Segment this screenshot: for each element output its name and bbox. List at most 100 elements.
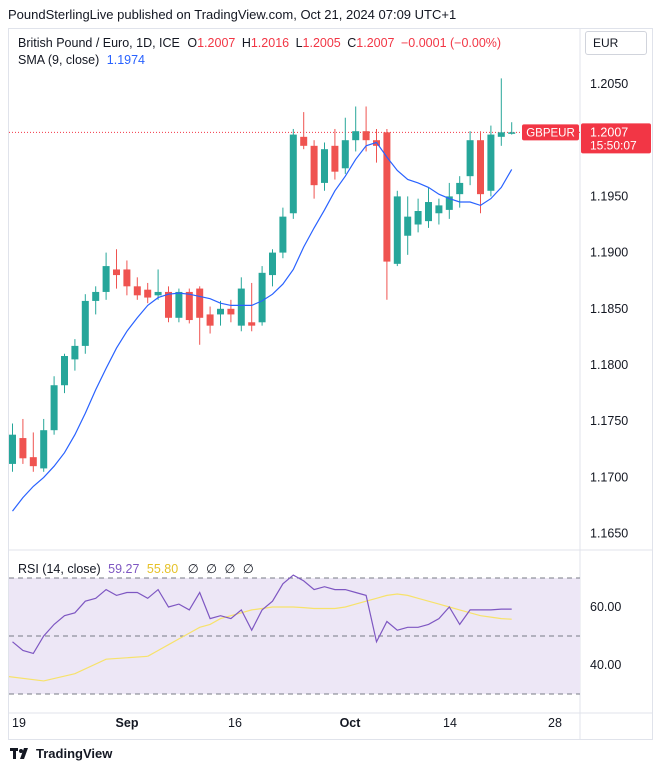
candle-body [9, 434, 16, 464]
sma-value: 1.1974 [106, 53, 145, 67]
candle-body [206, 314, 214, 326]
candle-body [144, 289, 152, 298]
candle-body [258, 272, 266, 323]
close-value: 1.2007 [356, 36, 395, 50]
low-value: 1.2005 [302, 36, 341, 50]
candle-body [445, 196, 453, 210]
ohlc-legend: British Pound / Euro, 1D, ICE O1.2007 H1… [18, 36, 501, 50]
candle-body [362, 131, 370, 141]
candle-body [92, 291, 100, 301]
sma-legend: SMA (9, close) 1.1974 [18, 53, 145, 67]
na-marker: ∅ [187, 562, 199, 576]
candle-body [185, 291, 193, 321]
candle-body [393, 196, 401, 264]
candle-body [61, 356, 68, 386]
rsi-line [12, 574, 512, 655]
candle-body [19, 438, 27, 459]
price-tick-label: 1.1650 [590, 527, 628, 541]
candle-body [227, 308, 235, 315]
price-tick-label: 1.1950 [590, 189, 628, 203]
na-marker: ∅ [242, 562, 254, 576]
candle-body [341, 140, 349, 169]
na-marker: ∅ [206, 562, 217, 576]
candle-body [154, 291, 162, 296]
change-value: −0.0001 (−0.00%) [401, 36, 502, 50]
candle-body [508, 132, 516, 134]
rsi-ma-value: 55.80 [146, 562, 179, 576]
candle-body [310, 145, 318, 186]
candle-body [477, 140, 484, 195]
candle-body [414, 211, 422, 225]
last-price-tag [581, 123, 651, 154]
tradingview-brand: TradingView [36, 746, 113, 761]
candle-body [133, 286, 141, 296]
bar-countdown-label: 15:50:07 [590, 138, 637, 152]
candle-body [300, 136, 308, 146]
candle-body [331, 145, 339, 172]
candle-body [40, 430, 48, 469]
time-axis-label: Sep [116, 716, 139, 730]
candle-body [29, 457, 37, 467]
rsi-ma-line-lead [8, 655, 148, 682]
sma-label[interactable]: SMA (9, close) [18, 53, 100, 67]
candle-body [123, 269, 131, 287]
symbol-tag [522, 124, 579, 141]
sma-line [12, 141, 513, 512]
open-label: O [187, 36, 198, 50]
candle-body [217, 308, 224, 315]
price-tick-label: 1.1750 [590, 414, 628, 428]
candle-body [248, 322, 256, 326]
low-label: L [295, 36, 303, 50]
candle-body [81, 300, 89, 346]
candle-body [196, 288, 204, 318]
rsi-tick-label: 40.00 [590, 658, 621, 672]
candle-body [71, 345, 79, 360]
candle-body [352, 131, 360, 141]
price-tick-label: 1.2050 [590, 77, 628, 91]
rsi-label[interactable]: RSI (14, close) [18, 562, 101, 576]
price-tick-label: 1.1700 [590, 470, 628, 484]
close-label: C [347, 36, 357, 50]
candle-body [165, 291, 172, 318]
candle-body [456, 182, 464, 195]
rsi-value: 59.27 [108, 562, 140, 576]
last-price-label: 1.2007 [590, 125, 628, 139]
time-axis-label: 19 [12, 716, 26, 730]
candle-body [425, 202, 432, 222]
candle-body [404, 216, 412, 236]
candle-body [321, 149, 328, 183]
currency-label: EUR [593, 36, 619, 50]
candle-body [487, 134, 495, 191]
chart-frame[interactable] [8, 28, 653, 740]
candle-body [113, 269, 120, 276]
price-tick-label: 1.1850 [590, 302, 628, 316]
candle-body [237, 288, 245, 326]
time-axis-label: Oct [340, 716, 362, 730]
candle-body [50, 385, 58, 431]
currency-button[interactable]: EUR [585, 31, 647, 55]
candle-body [279, 216, 287, 253]
candle-body [383, 132, 391, 262]
symbol-title[interactable]: British Pound / Euro, 1D, ICE [18, 36, 180, 50]
candle-body [466, 140, 474, 177]
price-tick-label: 1.1800 [590, 358, 628, 372]
rsi-ma-line [147, 593, 512, 657]
publisher-line: PoundSterlingLive published on TradingVi… [8, 7, 457, 22]
high-value: 1.2016 [250, 36, 290, 50]
na-marker: ∅ [224, 562, 236, 576]
rsi-tick-label: 60.00 [590, 600, 621, 614]
candle-body [497, 132, 505, 137]
open-value: 1.2007 [197, 36, 236, 50]
time-axis-label: 14 [443, 716, 457, 730]
symbol-tag-label: GBPEUR [526, 127, 575, 139]
price-tick-label: 1.1900 [590, 246, 628, 260]
candle-body [102, 266, 110, 292]
candle-body [289, 134, 297, 214]
rsi-band [9, 578, 580, 694]
time-axis-label: 16 [228, 716, 242, 730]
candle-body [269, 252, 276, 276]
candle-body [175, 291, 183, 318]
tradingview-logo-icon [10, 747, 28, 759]
tradingview-footer[interactable]: TradingView [10, 746, 112, 761]
